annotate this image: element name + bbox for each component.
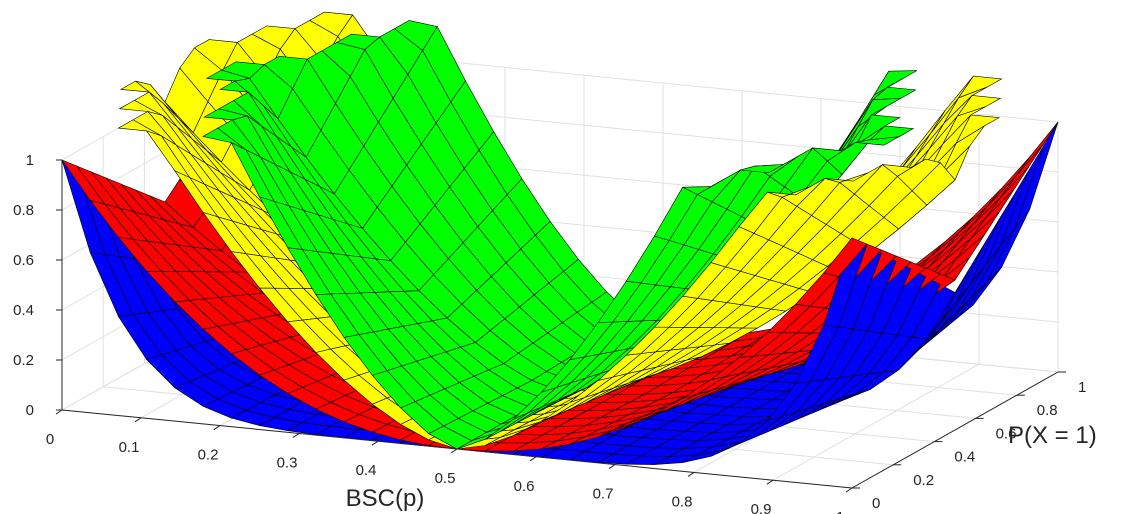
y-tick-label: 0.6	[996, 425, 1017, 442]
x-tick	[450, 448, 458, 454]
x-tick	[529, 456, 537, 462]
surface-patch	[881, 158, 926, 177]
x-tick	[766, 479, 774, 485]
axis-layer: 0 0.1 0.2 0.3 0.4 0.5 0.6 0.7 0.8 0.9 1 0 0.2 0.4 0.6 0…	[13, 152, 1086, 514]
z-tick-label: 0.2	[13, 352, 34, 369]
surface-patch	[823, 237, 868, 278]
x-tick	[687, 471, 695, 477]
x-tick-label: 0.4	[356, 462, 377, 479]
x-tick	[371, 440, 379, 446]
grid-line	[772, 363, 980, 481]
y-axis-line	[851, 371, 1059, 489]
x-tick	[608, 464, 616, 470]
x-tick-label: 0.1	[119, 439, 140, 456]
x-tick	[213, 425, 221, 431]
surface-patch	[811, 142, 856, 162]
surface-layer	[61, 11, 1059, 465]
y-tick-label: 1	[1078, 379, 1086, 396]
y-tick-label: 0.2	[913, 472, 934, 489]
y-axis-label: P(X = 1)	[1008, 422, 1097, 449]
y-tick-label: 0.8	[1037, 402, 1058, 419]
x-tick-label: 0.2	[198, 447, 219, 464]
surface-patch	[767, 186, 811, 198]
z-tick-label: 0	[26, 402, 34, 419]
surface-patch	[682, 178, 726, 195]
z-tick-label: 0.6	[13, 252, 34, 269]
x-tick	[134, 417, 142, 423]
x-tick-label: 0.9	[751, 501, 772, 514]
z-tick-label: 0.8	[13, 202, 34, 219]
x-tick-label: 0	[46, 431, 54, 448]
x-tick-label: 0.3	[277, 454, 298, 471]
z-tick-label: 1	[26, 152, 34, 169]
x-tick-label: 0.6	[514, 478, 535, 495]
x-tick-label: 0.8	[672, 493, 693, 510]
x-tick-label: 0.7	[593, 486, 614, 503]
z-tick-label: 0.4	[13, 302, 34, 319]
surface-patch	[740, 164, 784, 174]
x-tick-label: 0.5	[435, 470, 456, 487]
x-tick	[292, 432, 300, 438]
y-tick-label: 0	[872, 495, 880, 512]
surface-patch	[855, 136, 899, 146]
y-tick-label: 0.4	[954, 449, 975, 466]
x-axis-label: BSC(p)	[346, 485, 425, 512]
x-tick-label: 1	[836, 509, 844, 514]
surface-patch	[824, 172, 869, 183]
x-tick	[845, 487, 853, 493]
x-tick	[55, 409, 63, 415]
